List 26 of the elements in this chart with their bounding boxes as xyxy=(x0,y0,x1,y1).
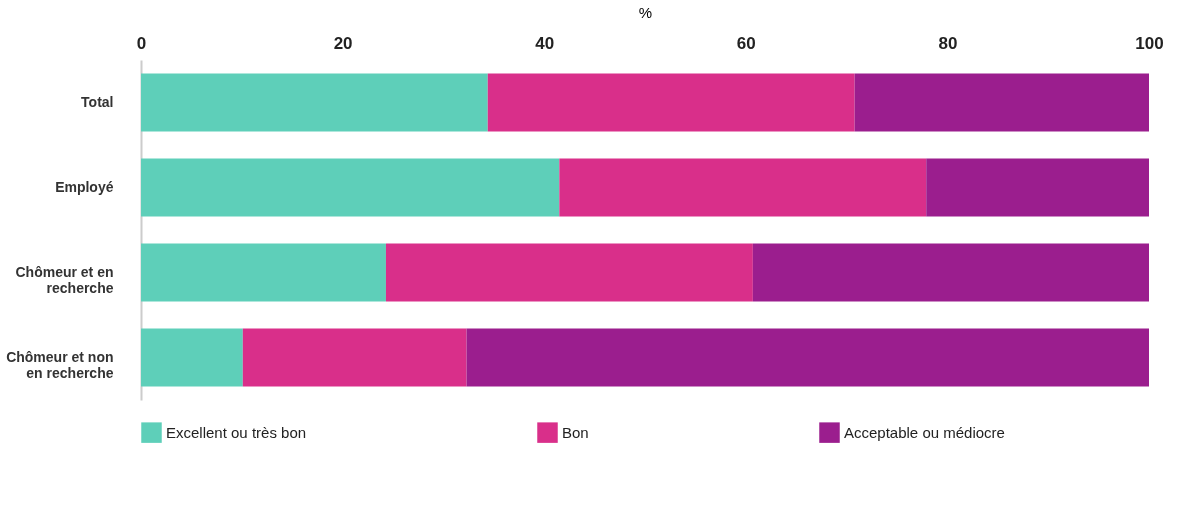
y-tick-label: Total xyxy=(81,93,114,110)
y-tick-label: Chômeur et non en recherche xyxy=(6,348,114,381)
bar xyxy=(752,243,1149,302)
bar xyxy=(141,158,560,217)
y-tick-label: Chômeur et en recherche xyxy=(15,263,114,296)
legend-label: Acceptable ou médiocre xyxy=(844,423,1005,441)
bar xyxy=(141,328,243,387)
bar xyxy=(141,73,488,132)
bar xyxy=(926,158,1149,217)
x-tick-label: 100 xyxy=(1135,33,1164,53)
x-tick-label: 80 xyxy=(938,33,958,53)
bar xyxy=(854,73,1149,132)
legend-label: Bon xyxy=(562,423,589,441)
bar xyxy=(466,328,1149,387)
x-axis-title: % xyxy=(638,3,653,21)
y-tick-label: Employé xyxy=(55,178,114,195)
x-tick-label: 20 xyxy=(333,33,353,53)
x-tick-label: 60 xyxy=(736,33,756,53)
bar xyxy=(242,328,467,387)
bar xyxy=(559,158,927,217)
x-tick-label: 40 xyxy=(535,33,555,53)
x-tick-label: 0 xyxy=(136,33,147,53)
bar xyxy=(487,73,855,132)
bar xyxy=(141,243,386,302)
bar xyxy=(385,243,753,302)
legend-label: Excellent ou très bon xyxy=(166,423,307,441)
